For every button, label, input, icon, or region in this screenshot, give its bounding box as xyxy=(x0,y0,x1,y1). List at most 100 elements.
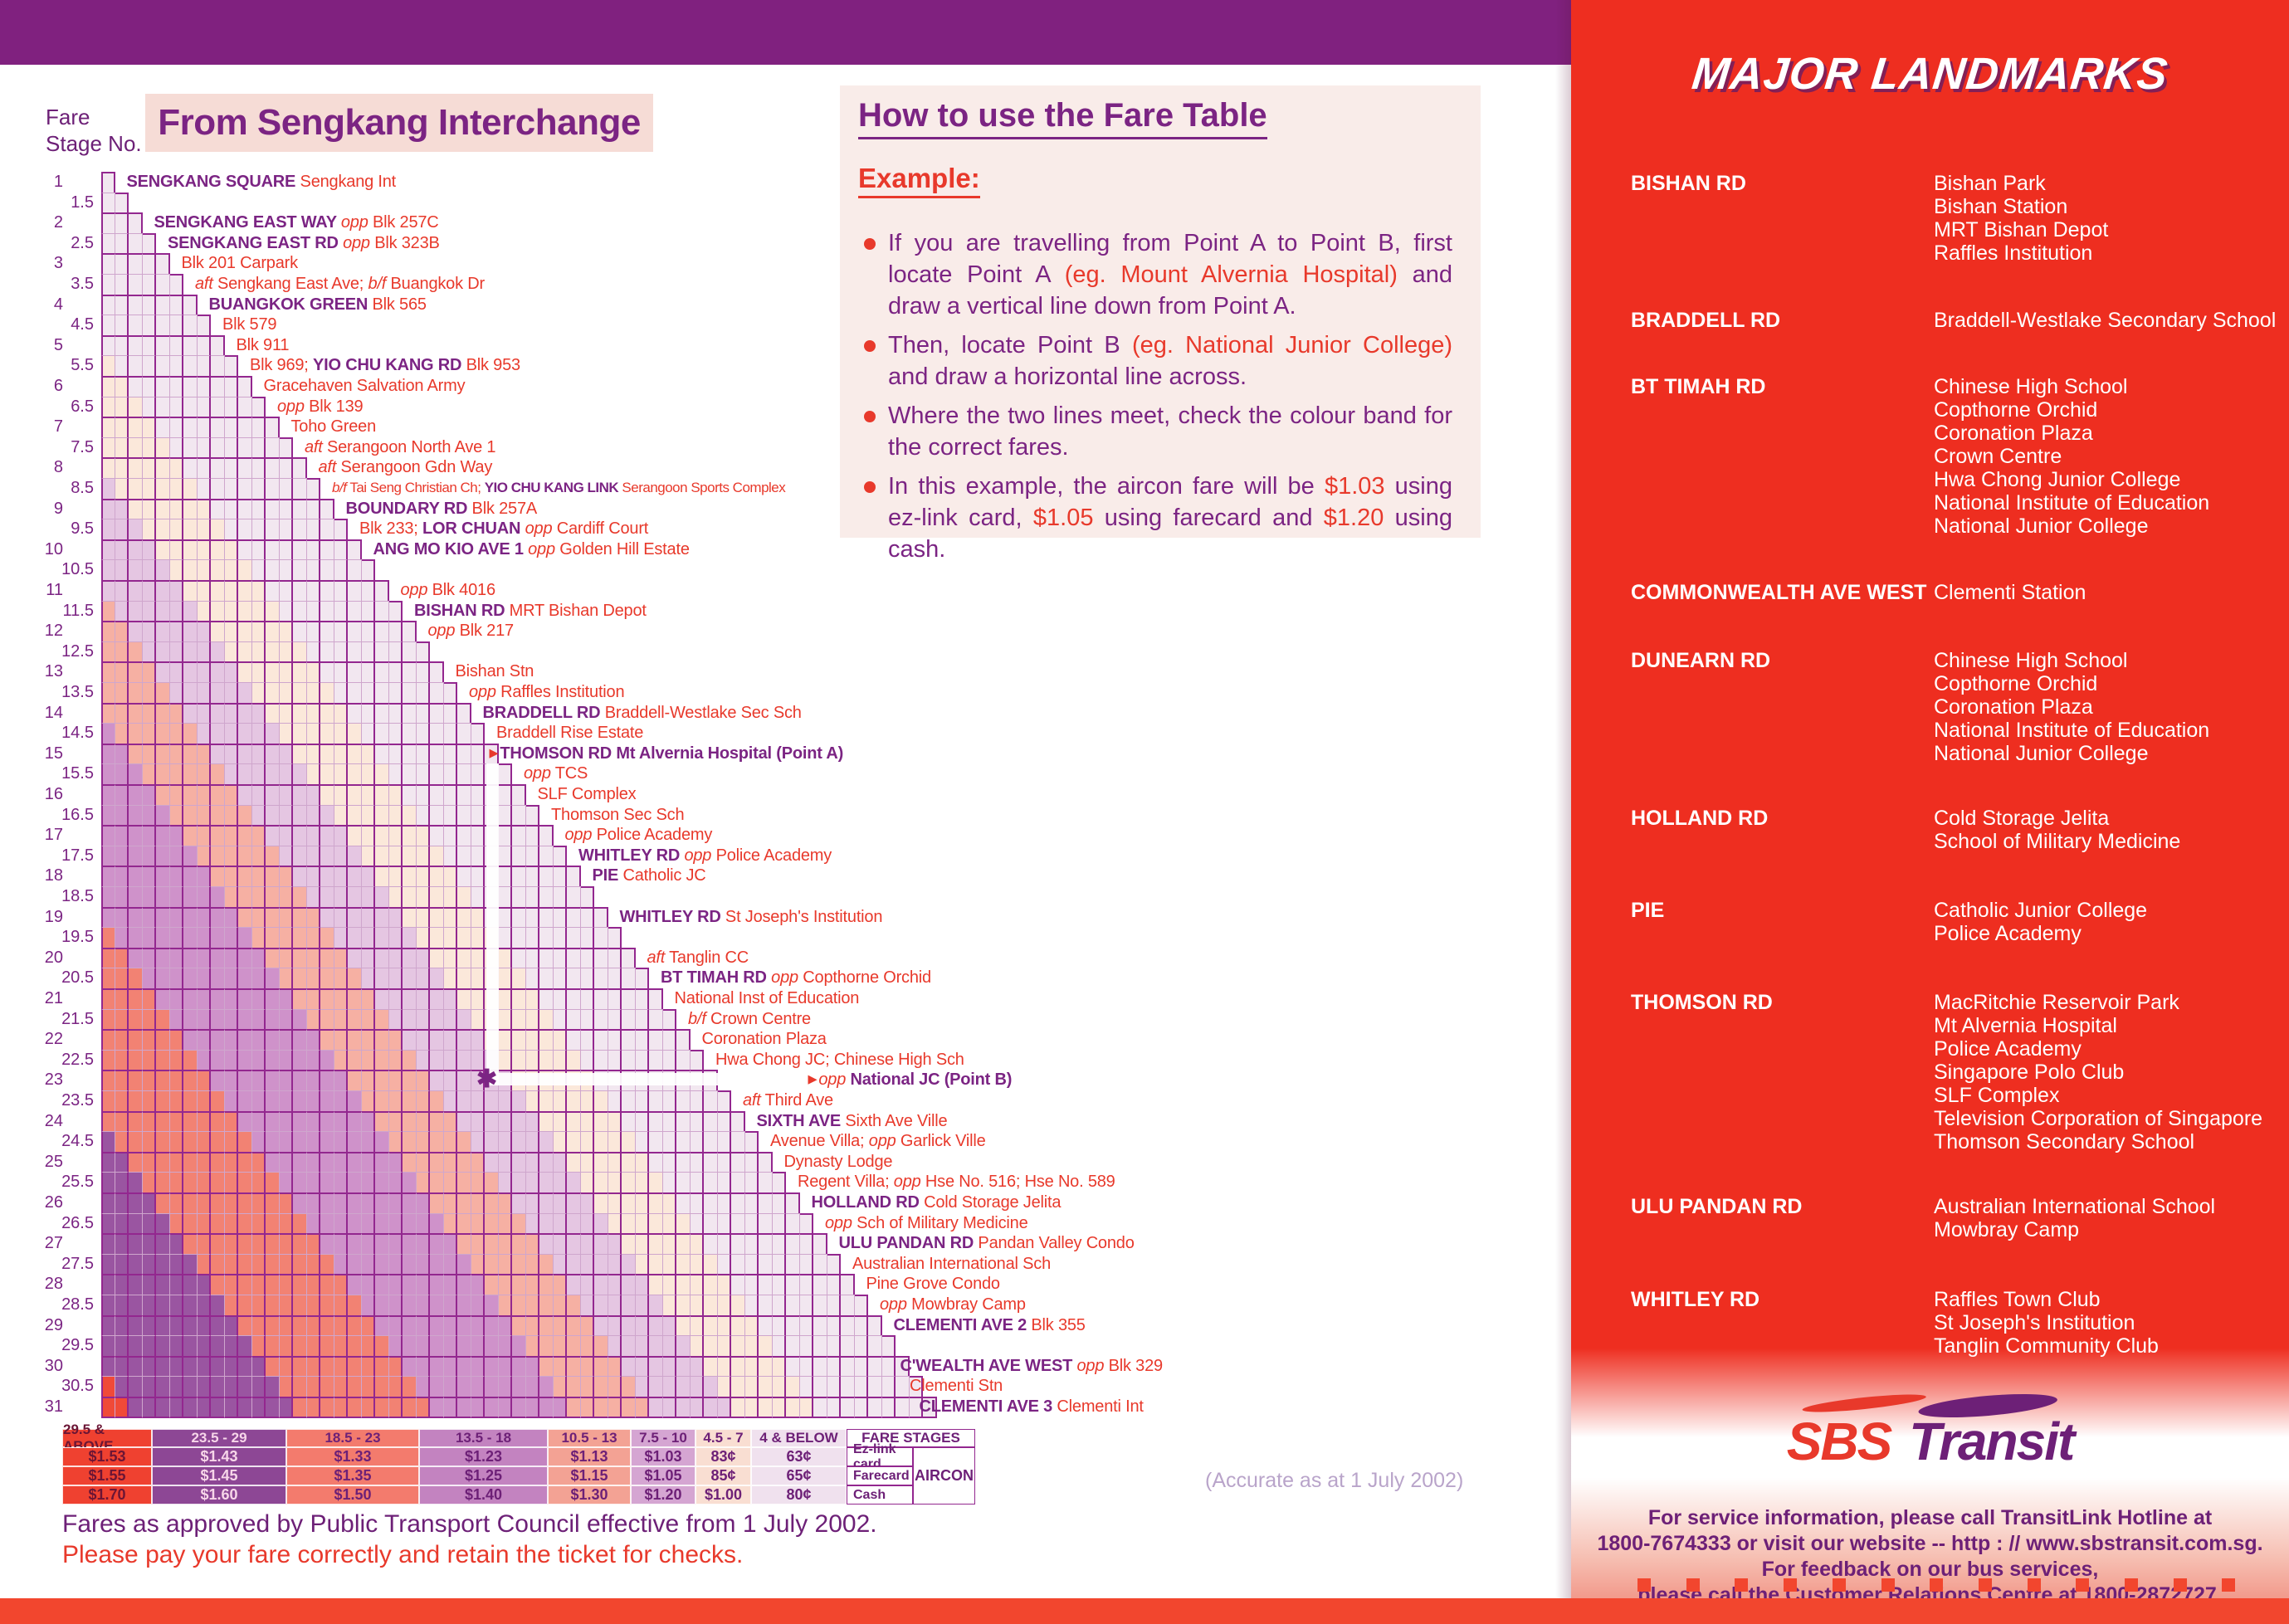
fare-cell xyxy=(443,1295,457,1316)
fare-cell xyxy=(156,1192,170,1214)
fare-cell xyxy=(306,1151,320,1173)
fare-cell xyxy=(293,947,307,969)
fare-cell xyxy=(868,1314,882,1337)
legend-cell: $1.45 xyxy=(152,1466,286,1485)
road-name: YIO CHU KANG RD xyxy=(313,356,462,375)
fare-cell xyxy=(115,1376,129,1397)
fare-cell xyxy=(224,968,238,989)
fare-cell xyxy=(388,1049,403,1071)
fare-cell xyxy=(169,641,183,663)
fare-cell xyxy=(649,1233,663,1255)
fare-grid-row xyxy=(101,315,211,336)
fare-cell xyxy=(403,1314,417,1337)
fare-cell xyxy=(279,1314,293,1337)
fare-cell xyxy=(375,866,389,887)
fare-cell xyxy=(334,988,348,1010)
fare-cell xyxy=(320,1172,334,1193)
fare-grid-row xyxy=(101,702,471,724)
fare-cell xyxy=(416,1233,430,1255)
fare-cell xyxy=(251,702,266,724)
fare-cell xyxy=(129,436,143,459)
fare-cell xyxy=(717,1314,731,1337)
fare-cell xyxy=(169,1172,183,1193)
landmark-road: COMMONWEALTH AVE WEST xyxy=(1631,581,1927,604)
fare-cell xyxy=(156,376,170,397)
fare-cell xyxy=(266,1274,280,1295)
fare-cell xyxy=(430,1049,444,1071)
fare-cell xyxy=(498,1192,512,1214)
fare-cell xyxy=(539,845,554,867)
fare-cell xyxy=(266,866,280,887)
fare-cell xyxy=(457,1397,471,1418)
road-name: WHITLEY RD xyxy=(578,846,685,865)
stop-label: aft Tanglin CC xyxy=(647,949,749,967)
fare-cell xyxy=(471,845,485,867)
fare-cell xyxy=(485,1090,499,1112)
stop-name: Police Academy xyxy=(711,846,832,865)
fare-cell xyxy=(608,1172,622,1193)
fare-cell xyxy=(622,947,636,969)
fare-cell xyxy=(553,1151,567,1173)
fare-cell xyxy=(129,906,143,929)
fare-cell xyxy=(375,1090,389,1112)
fare-cell xyxy=(539,1131,554,1153)
fare-cell xyxy=(101,682,115,704)
fare-cell xyxy=(388,1212,403,1235)
fare-cell xyxy=(471,1131,485,1153)
fare-cell xyxy=(485,1151,499,1173)
fare-cell xyxy=(197,1131,211,1153)
fare-stage-number: 28.5 xyxy=(61,1295,94,1314)
fare-cell xyxy=(348,1314,362,1337)
fare-grid-row xyxy=(101,1008,676,1031)
fare-cell xyxy=(266,1233,280,1255)
fare-cell xyxy=(457,906,471,929)
fare-cell xyxy=(169,927,183,949)
fare-cell xyxy=(416,1172,430,1193)
fare-cell xyxy=(512,1151,526,1173)
fare-cell xyxy=(348,968,362,989)
legend-cell: AIRCON xyxy=(913,1447,975,1505)
fare-cell xyxy=(772,1397,786,1418)
landmark-item: Thomson Secondary School xyxy=(1934,1130,2195,1153)
fare-cell xyxy=(553,845,567,867)
fare-cell xyxy=(649,1274,663,1295)
fare-cell xyxy=(813,1274,827,1295)
fare-cell xyxy=(512,1397,526,1418)
fare-cell xyxy=(251,417,266,438)
fare-cell xyxy=(211,417,225,438)
fare-cell xyxy=(129,1049,143,1071)
fare-cell xyxy=(498,1335,512,1357)
fare-cell xyxy=(197,886,211,908)
fare-cell xyxy=(786,1314,800,1337)
stop-label: BRADDELL RD Braddell-Westlake Sec Sch xyxy=(483,704,802,722)
fare-cell xyxy=(813,1355,827,1378)
fare-cell xyxy=(622,1090,636,1112)
fare-cell xyxy=(211,804,225,827)
fare-cell xyxy=(348,621,362,642)
fare-cell xyxy=(224,519,238,540)
fare-cell xyxy=(813,1397,827,1418)
fare-cell xyxy=(197,1090,211,1112)
stop-name: Thomson Sec Sch xyxy=(551,805,685,824)
stop-name: Mowbray Camp xyxy=(906,1295,1026,1314)
fare-cell xyxy=(238,743,252,765)
fare-cell xyxy=(115,1274,129,1295)
fare-cell xyxy=(608,1131,622,1153)
fare-cell xyxy=(115,334,129,357)
fare-cell xyxy=(129,1295,143,1316)
fare-cell xyxy=(334,1397,348,1418)
fare-cell xyxy=(375,1397,389,1418)
fare-cell xyxy=(142,641,156,663)
fare-cell xyxy=(169,906,183,929)
fare-cell xyxy=(567,968,581,989)
stop-name: opp xyxy=(893,1173,921,1192)
fare-cell xyxy=(238,1376,252,1397)
fare-grid-row xyxy=(101,988,663,1010)
fare-cell xyxy=(251,1110,266,1133)
fare-cell xyxy=(403,1090,417,1112)
fare-cell xyxy=(799,1233,813,1255)
fare-cell xyxy=(115,661,129,683)
fare-cell xyxy=(293,1253,307,1275)
fare-cell xyxy=(238,519,252,540)
landmarks-title: MAJOR LANDMARKS xyxy=(1689,49,2171,99)
